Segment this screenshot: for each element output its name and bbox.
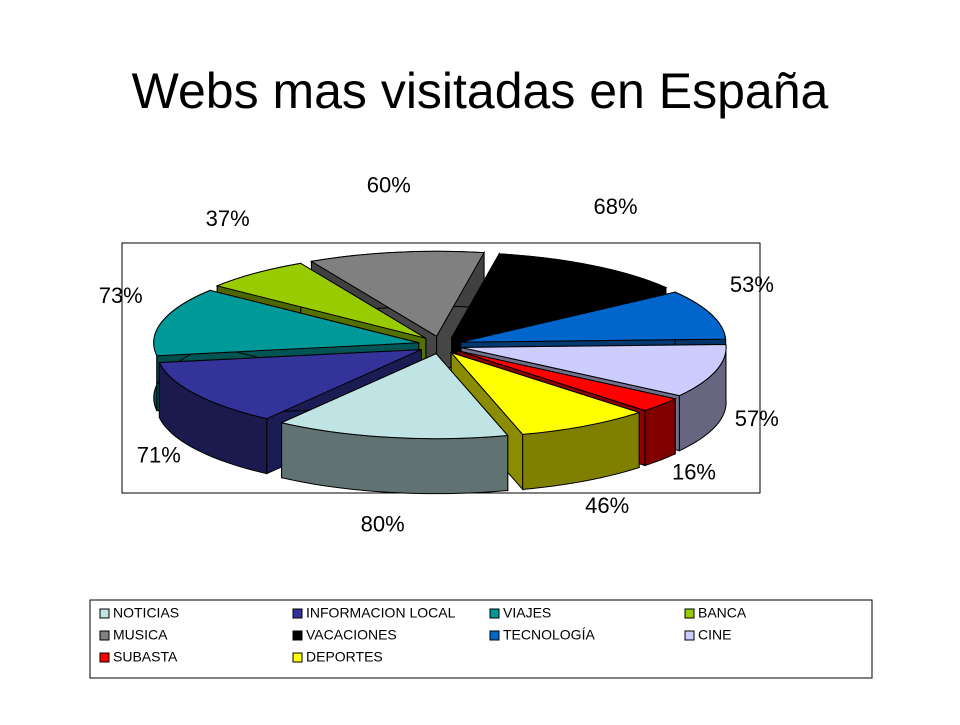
data-label: 80% (361, 512, 405, 537)
data-label: 60% (367, 173, 411, 198)
legend-label: CINE (698, 627, 731, 643)
legend-swatch (489, 630, 500, 641)
legend-swatch (99, 652, 110, 663)
legend-label: TECNOLOGÍA (503, 627, 595, 643)
data-label: 57% (735, 406, 779, 431)
legend-swatch (292, 652, 303, 663)
legend-swatch (292, 630, 303, 641)
slice-face (456, 350, 677, 412)
legend (89, 599, 873, 679)
slice-face (461, 343, 727, 397)
slice-face (310, 250, 485, 337)
data-label: 68% (594, 194, 638, 219)
data-label: 73% (99, 283, 143, 308)
slice-face (280, 353, 509, 440)
legend-label: DEPORTES (306, 649, 383, 665)
legend-label: VACACIONES (306, 627, 397, 643)
legend-label: MUSICA (113, 627, 168, 643)
legend-swatch (292, 608, 303, 619)
chart-title: Webs mas visitadas en España (132, 63, 829, 119)
legend-swatch (489, 608, 500, 619)
legend-swatch (684, 630, 695, 641)
slice-face (460, 291, 727, 343)
data-label: 37% (206, 206, 250, 231)
data-label: 46% (585, 493, 629, 518)
legend-label: NOTICIAS (113, 605, 179, 621)
data-label: 16% (672, 460, 716, 485)
legend-label: VIAJES (503, 605, 551, 621)
slice-face (449, 351, 641, 435)
legend-swatch (684, 608, 695, 619)
legend-swatch (99, 630, 110, 641)
data-label: 53% (730, 272, 774, 297)
legend-label: SUBASTA (113, 649, 178, 665)
slice-face (450, 253, 668, 339)
slice-face (153, 289, 419, 357)
slice (280, 352, 509, 495)
legend-swatch (99, 608, 110, 619)
legend-label: INFORMACION LOCAL (306, 605, 456, 621)
data-label: 71% (137, 442, 181, 467)
slice-face (215, 262, 427, 339)
legend-label: BANCA (698, 605, 747, 621)
slice-face (158, 349, 422, 420)
